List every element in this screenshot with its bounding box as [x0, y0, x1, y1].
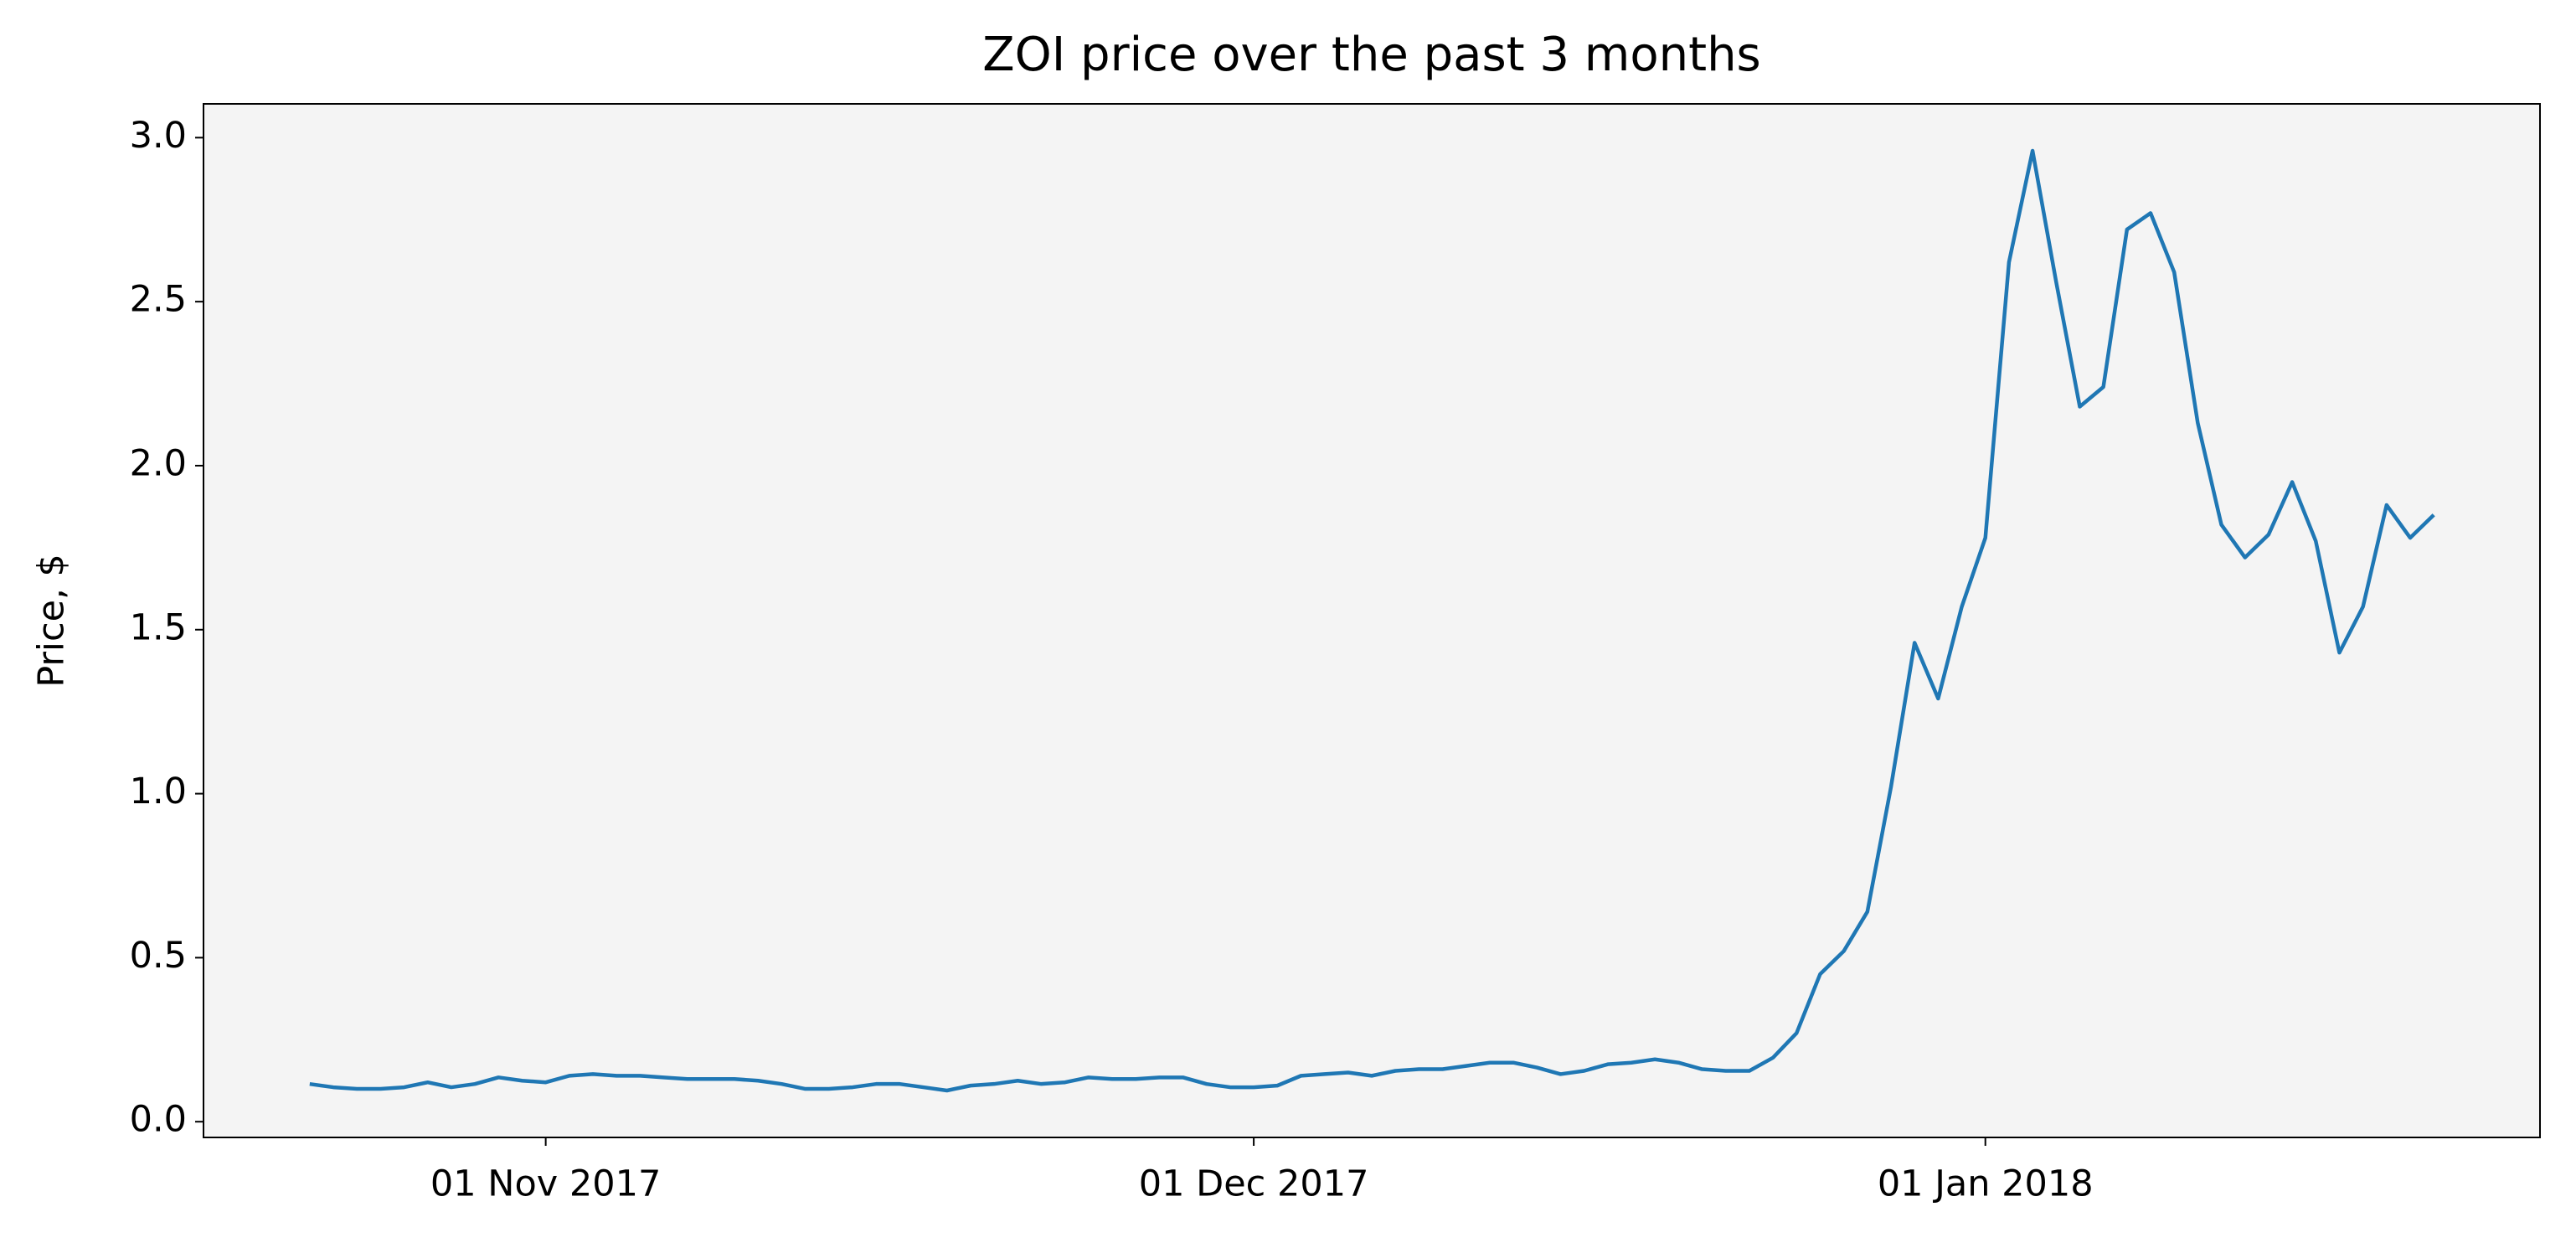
x-tick-label: 01 Jan 2018 [1878, 1163, 2094, 1205]
y-tick-label: 2.5 [130, 279, 187, 321]
x-tick-label: 01 Dec 2017 [1139, 1163, 1369, 1205]
plot-area [204, 104, 2540, 1137]
x-tick-label: 01 Nov 2017 [430, 1163, 661, 1205]
y-axis-label: Price, $ [31, 554, 73, 688]
chart-title: ZOI price over the past 3 months [982, 28, 1760, 82]
axes-frame [203, 103, 2541, 1138]
y-tick-label: 2.0 [130, 442, 187, 484]
y-tick-label: 1.5 [130, 606, 187, 648]
y-tick-label: 0.5 [130, 935, 187, 977]
price-line [309, 148, 2435, 1093]
y-tick-label: 0.0 [130, 1099, 187, 1141]
y-tick-label: 1.0 [130, 771, 187, 812]
y-tick-label: 3.0 [130, 115, 187, 157]
